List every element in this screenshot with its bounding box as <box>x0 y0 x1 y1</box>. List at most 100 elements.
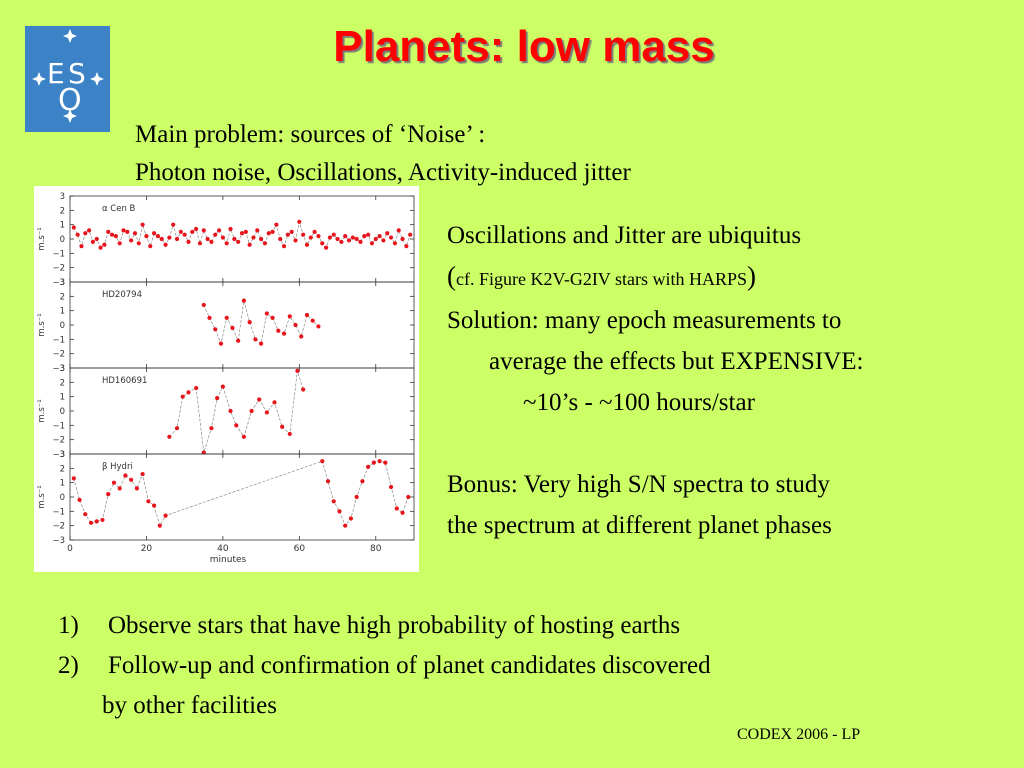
data-point <box>272 400 277 405</box>
data-point <box>132 231 138 236</box>
y-tick-label: −3 <box>52 278 65 288</box>
star-icon <box>32 72 46 86</box>
data-point <box>400 236 405 242</box>
data-point <box>312 229 317 234</box>
data-point <box>220 235 225 240</box>
data-point <box>218 341 224 346</box>
data-point <box>325 479 331 484</box>
data-point <box>129 238 134 243</box>
data-point <box>163 513 168 518</box>
data-point <box>230 325 235 330</box>
data-point <box>255 228 260 233</box>
data-point <box>381 238 386 243</box>
x-tick-label: 80 <box>370 544 382 554</box>
data-point <box>171 222 176 227</box>
footer-credit: CODEX 2006 - LP <box>737 726 861 743</box>
data-point <box>94 519 99 524</box>
y-tick-label: −1 <box>52 249 65 259</box>
data-point <box>247 320 252 325</box>
y-tick-label: −2 <box>52 522 65 532</box>
data-point <box>301 232 306 237</box>
data-point <box>88 520 94 525</box>
intro-line: Main problem: sources of ‘Noise’ : <box>135 121 486 148</box>
data-point <box>289 229 294 234</box>
figure-reference: cf. Figure K2V-G2IV stars with HARPS <box>456 269 748 289</box>
right-line: Solution: many epoch measurements to <box>447 307 842 334</box>
data-point <box>236 239 241 244</box>
rv-oscillation-figure: 3 2 1 0 −1 −2 −3 m.s⁻¹ α Cen B 3 2 1 0 −1 −2 −3 m.s⁻¹ HD2… <box>34 186 419 572</box>
data-point <box>174 236 180 242</box>
list-text: Observe stars that have high probability… <box>108 612 681 639</box>
data-point <box>136 241 141 246</box>
data-point <box>123 473 128 478</box>
data-point <box>71 476 76 481</box>
star-icon <box>63 29 77 43</box>
data-point <box>377 459 382 464</box>
x-tick-label: 20 <box>141 544 153 554</box>
logo-letter-o: O <box>58 83 82 118</box>
data-point <box>320 241 325 246</box>
intro-text: Main problem: sources of ‘Noise’ : Photo… <box>135 116 631 192</box>
data-point <box>281 244 287 249</box>
data-point <box>234 423 239 428</box>
data-point <box>178 229 183 234</box>
data-point <box>134 486 139 491</box>
data-point <box>392 241 397 246</box>
panel-star-name: α Cen B <box>102 204 136 214</box>
data-point <box>343 523 348 528</box>
data-point <box>281 331 287 336</box>
data-point <box>400 510 405 515</box>
data-point <box>320 459 325 464</box>
data-point <box>79 244 84 249</box>
y-tick-label: 0 <box>60 235 65 245</box>
data-point <box>369 241 375 246</box>
data-point <box>216 228 222 233</box>
data-point <box>109 232 115 237</box>
eso-logo: E S O <box>25 26 110 132</box>
list-item: 1) Observe stars that have high probabil… <box>58 606 711 646</box>
data-point <box>304 242 310 247</box>
data-point <box>83 512 88 517</box>
data-point <box>113 234 118 239</box>
data-point <box>354 236 359 242</box>
y-tick-label: 1 <box>60 479 65 489</box>
panel-star-name: HD160691 <box>102 376 147 386</box>
data-point <box>295 368 300 373</box>
y-tick-label: 2 <box>60 464 65 474</box>
data-point <box>287 314 292 319</box>
data-point <box>159 236 164 242</box>
y-tick-label: −3 <box>52 536 65 546</box>
y-tick-label: 0 <box>60 493 65 503</box>
data-point <box>331 232 336 237</box>
data-point <box>287 431 292 437</box>
logo-letter-s: S <box>68 57 86 90</box>
star-icon <box>90 72 104 86</box>
data-point <box>243 229 248 234</box>
data-point <box>274 222 279 227</box>
data-point <box>285 232 290 237</box>
data-point <box>140 471 145 477</box>
data-point <box>121 228 126 233</box>
data-point <box>348 516 354 521</box>
star-icon <box>63 109 77 123</box>
x-tick-label: 60 <box>294 544 306 554</box>
data-point <box>276 328 281 333</box>
data-point <box>190 229 195 234</box>
data-point <box>213 232 218 237</box>
list-item: 2) Follow-up and confirmation of planet … <box>58 646 711 686</box>
y-axis-label: m.s⁻¹ <box>37 485 47 508</box>
data-point <box>358 239 363 244</box>
y-tick-label: 2 <box>60 206 65 216</box>
data-point <box>270 229 275 234</box>
rv-chart: 3 2 1 0 −1 −2 −3 m.s⁻¹ α Cen B 3 2 1 0 −1 −2 −3 m.s⁻¹ HD2… <box>37 192 415 565</box>
y-tick-label: −2 <box>52 436 65 446</box>
data-point <box>90 239 96 244</box>
data-point <box>117 486 122 491</box>
numbered-list: 1) Observe stars that have high probabil… <box>58 606 711 726</box>
y-tick-label: 2 <box>60 292 65 302</box>
data-point <box>197 241 203 246</box>
data-point <box>151 503 157 508</box>
data-point <box>253 337 258 342</box>
data-point <box>249 408 254 414</box>
right-line: (cf. Figure K2V-G2IV stars with HARPS) <box>447 256 1017 300</box>
